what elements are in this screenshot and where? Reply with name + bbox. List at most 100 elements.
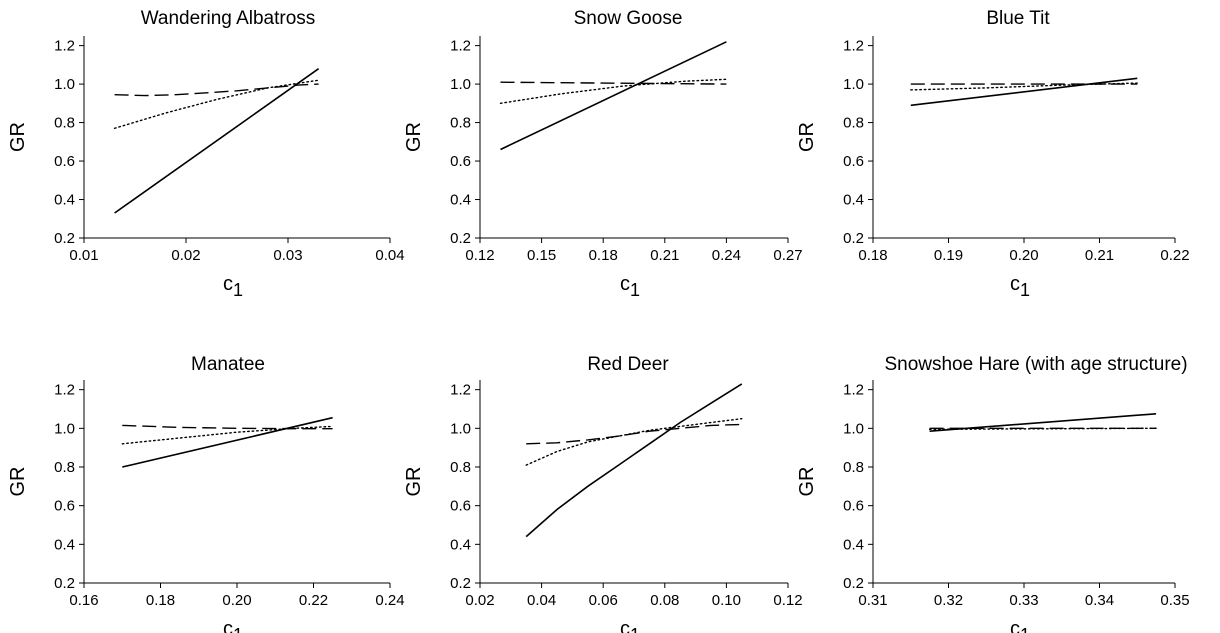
y-tick-label: 0.2 (54, 575, 75, 592)
y-tick-label: 1.2 (54, 38, 75, 55)
x-tick-label: 0.19 (934, 247, 963, 264)
y-tick-label: 0.4 (843, 192, 864, 209)
y-tick-label: 0.6 (54, 498, 75, 515)
x-tick-label: 0.10 (712, 592, 741, 609)
x-tick-label: 0.20 (222, 592, 251, 609)
x-tick-label: 0.08 (650, 592, 679, 609)
series-line-solid (929, 413, 1157, 432)
y-tick-label: 0.2 (843, 230, 864, 247)
y-axis-label: GR (796, 467, 818, 497)
y-tick-label: 0.4 (450, 192, 471, 209)
x-axis-label-main: c (223, 618, 233, 633)
x-tick-label: 0.34 (1085, 592, 1114, 609)
y-tick-label: 0.8 (450, 459, 471, 476)
y-axis-label: GR (403, 467, 425, 497)
y-tick-label: 0.8 (450, 115, 471, 132)
y-tick-label: 1.2 (54, 382, 75, 399)
x-tick-label: 0.33 (1009, 592, 1038, 609)
x-tick-label: 0.32 (934, 592, 963, 609)
y-tick-label: 0.8 (843, 459, 864, 476)
chart-panel: Snow Goose 0.2 0.4 0.6 0.8 1.0 1.2 0.12 0.15 0.18… (403, 8, 803, 300)
chart-panel: Snowshoe Hare (with age structure) 0.2 0.4… (796, 354, 1190, 633)
x-tick-label: 0.24 (712, 247, 741, 264)
x-tick-label: 0.31 (858, 592, 887, 609)
x-axis-label-main: c (620, 618, 630, 633)
x-axis-label: c1 (1010, 618, 1030, 633)
series-line-solid (114, 68, 320, 214)
series-line-dashed (114, 83, 319, 97)
x-axis-label: c1 (223, 618, 243, 633)
series-line-dotted (499, 78, 728, 105)
chart-panel: Blue Tit 0.2 0.4 0.6 0.8 1.0 1.2 0.18 0.19 0.20 0.… (796, 8, 1190, 300)
y-tick-label: 0.2 (450, 575, 471, 592)
y-axis-label: GR (796, 122, 818, 152)
x-tick-label: 0.16 (69, 592, 98, 609)
chart-title: Wandering Albatross (141, 8, 316, 29)
chart-title: Manatee (191, 354, 265, 375)
y-tick-label: 0.8 (54, 459, 75, 476)
x-tick-label: 0.35 (1160, 592, 1189, 609)
x-tick-label: 0.01 (69, 247, 98, 264)
x-tick-label: 0.03 (273, 247, 302, 264)
x-axis-label: c1 (1010, 273, 1030, 300)
x-tick-label: 0.20 (1009, 247, 1038, 264)
x-axis-label-subscript: 1 (630, 280, 640, 300)
x-tick-label: 0.15 (527, 247, 556, 264)
chart-title: Snow Goose (574, 8, 683, 29)
series-line-solid (500, 41, 727, 151)
x-tick-label: 0.18 (146, 592, 175, 609)
chart-title: Snowshoe Hare (with age structure) (884, 354, 1187, 375)
x-tick-label: 0.22 (1160, 247, 1189, 264)
y-axis-label: GR (403, 122, 425, 152)
series-line-dashed (500, 81, 727, 85)
y-tick-label: 0.8 (54, 115, 75, 132)
y-tick-label: 1.2 (450, 382, 471, 399)
x-axis-label-subscript: 1 (1020, 280, 1030, 300)
x-axis-label-main: c (223, 273, 233, 295)
x-tick-label: 0.02 (171, 247, 200, 264)
series-line-dotted (121, 425, 334, 445)
chart-panel: Red Deer 0.2 0.4 0.6 0.8 1.0 1.2 0.02 0.04 0.06 0.… (403, 354, 803, 633)
x-axis-label: c1 (620, 273, 640, 300)
x-axis-label: c1 (223, 273, 243, 300)
series-line-dotted (113, 79, 320, 130)
x-tick-label: 0.12 (773, 592, 802, 609)
y-tick-label: 1.2 (843, 38, 864, 55)
x-tick-label: 0.18 (589, 247, 618, 264)
x-tick-label: 0.12 (465, 247, 494, 264)
y-tick-label: 0.6 (843, 153, 864, 170)
y-tick-label: 1.2 (843, 382, 864, 399)
x-tick-label: 0.02 (465, 592, 494, 609)
y-tick-label: 0.6 (54, 153, 75, 170)
y-tick-label: 0.8 (843, 115, 864, 132)
series-line-dotted (928, 427, 1157, 430)
y-tick-label: 0.4 (450, 536, 471, 553)
x-tick-label: 0.18 (858, 247, 887, 264)
y-tick-label: 0.2 (450, 230, 471, 247)
chart-panel: Wandering Albatross 0.2 0.4 0.6 0.8 1.0 1.2 0.0… (7, 8, 405, 300)
y-tick-label: 0.2 (843, 575, 864, 592)
x-tick-label: 0.24 (375, 592, 404, 609)
x-tick-label: 0.21 (650, 247, 679, 264)
chart-title: Red Deer (587, 354, 669, 375)
y-tick-label: 1.0 (450, 420, 471, 437)
x-tick-label: 0.21 (1085, 247, 1114, 264)
y-axis-label: GR (7, 467, 29, 497)
y-tick-label: 0.2 (54, 230, 75, 247)
series-line-solid (525, 383, 743, 538)
y-axis-label: GR (7, 122, 29, 152)
x-tick-label: 0.22 (299, 592, 328, 609)
series-line-dashed (526, 423, 742, 445)
series-line-solid (122, 416, 333, 468)
x-axis-label-subscript: 1 (630, 625, 640, 633)
chart-panel: Manatee 0.2 0.4 0.6 0.8 1.0 1.2 0.16 0.18 0.20 0.2… (7, 354, 405, 633)
y-tick-label: 1.2 (450, 38, 471, 55)
y-tick-label: 1.0 (450, 76, 471, 93)
x-axis-label: c1 (620, 618, 640, 633)
y-tick-label: 0.4 (54, 192, 75, 209)
series-line-solid (910, 77, 1138, 107)
series-line-dotted (910, 82, 1139, 91)
x-axis-label-subscript: 1 (233, 625, 243, 633)
y-tick-label: 0.4 (54, 536, 75, 553)
